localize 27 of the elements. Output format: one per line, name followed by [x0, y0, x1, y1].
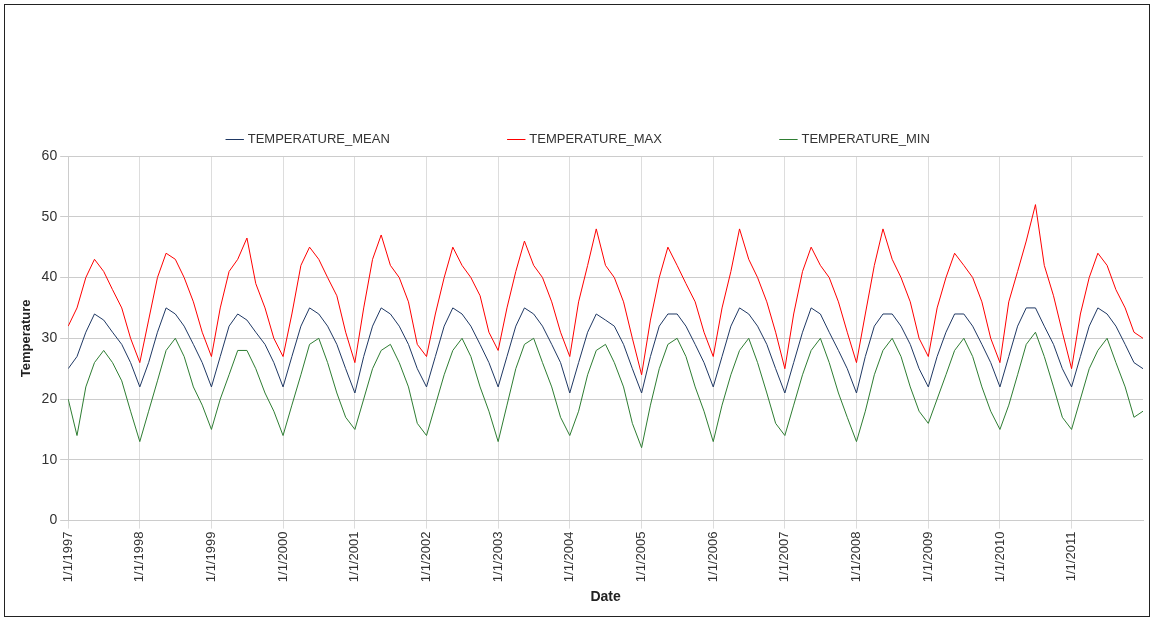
- x-tick-label: 1/1/2008: [848, 531, 864, 583]
- y-tick-label: 40: [41, 268, 58, 285]
- x-tick-label: 1/1/2000: [274, 531, 290, 583]
- legend-label: TEMPERATURE_MAX: [529, 131, 663, 147]
- y-tick-label: 0: [49, 511, 58, 528]
- x-tick-label: 1/1/2005: [633, 531, 649, 583]
- x-tick-label: 1/1/2002: [418, 531, 434, 583]
- x-tick-label: 1/1/2001: [346, 531, 362, 583]
- x-tick-label: 1/1/2004: [561, 531, 577, 583]
- y-tick-label: 60: [41, 146, 58, 163]
- y-tick-label: 10: [41, 450, 58, 467]
- legend-label: TEMPERATURE_MIN: [801, 131, 930, 147]
- x-tick-label: 1/1/2006: [704, 531, 720, 583]
- legend-label: TEMPERATURE_MEAN: [247, 131, 390, 147]
- x-tick-label: 1/1/1999: [203, 531, 219, 583]
- y-tick-label: 30: [41, 329, 58, 346]
- x-tick-label: 1/1/2007: [776, 531, 792, 583]
- x-tick-label: 1/1/2011: [1063, 531, 1079, 582]
- y-tick-label: 20: [41, 389, 58, 406]
- x-tick-label: 1/1/2009: [919, 531, 935, 583]
- x-tick-label: 1/1/1998: [131, 531, 147, 583]
- x-tick-label: 1/1/1997: [59, 531, 75, 583]
- x-axis-title: Date: [590, 588, 621, 605]
- y-axis-title: Temperature: [18, 299, 34, 378]
- x-tick-label: 1/1/2003: [489, 531, 505, 583]
- y-tick-label: 50: [41, 207, 58, 224]
- x-tick-label: 1/1/2010: [991, 531, 1007, 583]
